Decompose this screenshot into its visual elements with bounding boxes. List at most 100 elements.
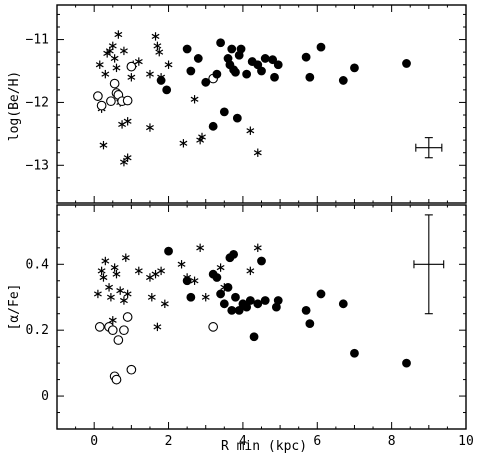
y-tick-label: 0.4 (26, 257, 50, 272)
asterisk-point (116, 286, 125, 295)
filled-circle-point (301, 52, 311, 62)
asterisk-point (164, 60, 173, 69)
x-tick-label: 10 (458, 434, 474, 449)
filled-circle-point (231, 67, 240, 77)
asterisk-point (151, 269, 160, 279)
filled-circle-point (223, 282, 233, 292)
asterisk-point (153, 41, 162, 51)
x-axis-label: R min (kpc) (221, 439, 307, 454)
error-bar (413, 214, 445, 315)
filled-circle-point (257, 66, 266, 76)
error-bar (415, 137, 443, 159)
filled-circle-point (350, 348, 359, 358)
asterisk-point (108, 316, 117, 325)
asterisk-point (134, 57, 143, 66)
filled-circle-point (350, 63, 359, 73)
filled-circle-point (231, 292, 240, 302)
open-circle-point (126, 364, 137, 375)
asterisk-point (157, 266, 166, 276)
asterisk-point (110, 263, 119, 272)
filled-circle-point (242, 302, 252, 312)
filled-circle-point (193, 54, 203, 63)
open-circle-point (93, 91, 103, 101)
asterisk-point (146, 273, 154, 282)
x-tick-label: 0 (90, 434, 98, 449)
asterisk-point (155, 47, 164, 57)
plot-frame (56, 204, 467, 430)
asterisk-point (101, 69, 110, 79)
asterisk-point (105, 283, 113, 292)
filled-circle-point (260, 54, 270, 63)
asterisk-point (123, 289, 132, 299)
asterisk-point (121, 253, 130, 262)
asterisk-point (114, 30, 123, 39)
asterisk-point (160, 299, 169, 309)
filled-circle-point (164, 246, 173, 256)
asterisk-point (198, 132, 206, 142)
asterisk-point (97, 266, 106, 276)
filled-circle-point (402, 358, 411, 368)
open-circle-point (126, 61, 137, 72)
filled-circle-point (186, 292, 196, 302)
open-circle-point (122, 312, 133, 322)
y-tick-label: −11 (26, 33, 49, 48)
open-circle-point (106, 96, 116, 107)
y-tick-label: 0.2 (26, 323, 49, 338)
filled-circle-point (227, 44, 237, 54)
filled-circle-point (273, 60, 283, 70)
open-circle-point (96, 100, 107, 111)
asterisk-point (99, 140, 108, 150)
asterisk-point (196, 243, 205, 253)
x-tick-label: 6 (313, 434, 321, 449)
filled-circle-point (338, 76, 348, 85)
asterisk-point (108, 41, 117, 51)
x-tick-label: 2 (165, 434, 173, 449)
open-circle-point (113, 335, 124, 345)
asterisk-point (119, 46, 128, 56)
asterisk-point (190, 276, 199, 285)
open-circle-point (208, 322, 219, 332)
filled-circle-point (316, 289, 326, 299)
asterisk-point (216, 263, 225, 272)
filled-circle-point (260, 296, 270, 305)
filled-circle-point (162, 85, 172, 95)
asterisk-point (147, 293, 156, 302)
filled-circle-point (216, 289, 226, 299)
filled-circle-point (219, 107, 229, 117)
open-circle-point (119, 325, 129, 336)
filled-circle-point (212, 69, 222, 79)
x-tick-label: 4 (239, 434, 247, 449)
asterisk-point (134, 266, 143, 276)
asterisk-point (99, 273, 108, 282)
filled-circle-point (268, 55, 278, 65)
filled-circle-point (219, 299, 229, 309)
asterisk-point (201, 293, 210, 302)
filled-circle-point (253, 299, 263, 309)
filled-circle-point (305, 319, 315, 328)
open-circle-point (94, 322, 105, 332)
open-circle-point (111, 374, 122, 385)
asterisk-point (95, 60, 104, 69)
filled-circle-point (305, 72, 315, 82)
panel-alpha-fe: 0 0.2 0.4 0 2 4 6 8 10 (26, 204, 474, 449)
x-tick-label: 8 (388, 434, 396, 449)
filled-circle-point (273, 296, 283, 305)
asterisk-point (190, 95, 199, 104)
filled-circle-point (232, 113, 242, 123)
filled-circle-point (301, 306, 311, 315)
asterisk-point (106, 293, 115, 302)
filled-circle-point (242, 69, 252, 79)
asterisk-point (253, 148, 262, 157)
top-y-axis-label: log(Be/H) (7, 71, 22, 141)
filled-circle-point (156, 76, 166, 85)
asterisk-point (112, 63, 121, 73)
asterisk-point (253, 243, 262, 253)
asterisk-point (127, 73, 136, 82)
open-circle-point (122, 95, 133, 106)
y-tick-label: −12 (26, 95, 49, 110)
asterisk-point (101, 256, 110, 266)
filled-circle-point (234, 306, 244, 315)
asterisk-point (146, 123, 154, 132)
bottom-y-axis-label: [α/Fe] (7, 284, 22, 331)
